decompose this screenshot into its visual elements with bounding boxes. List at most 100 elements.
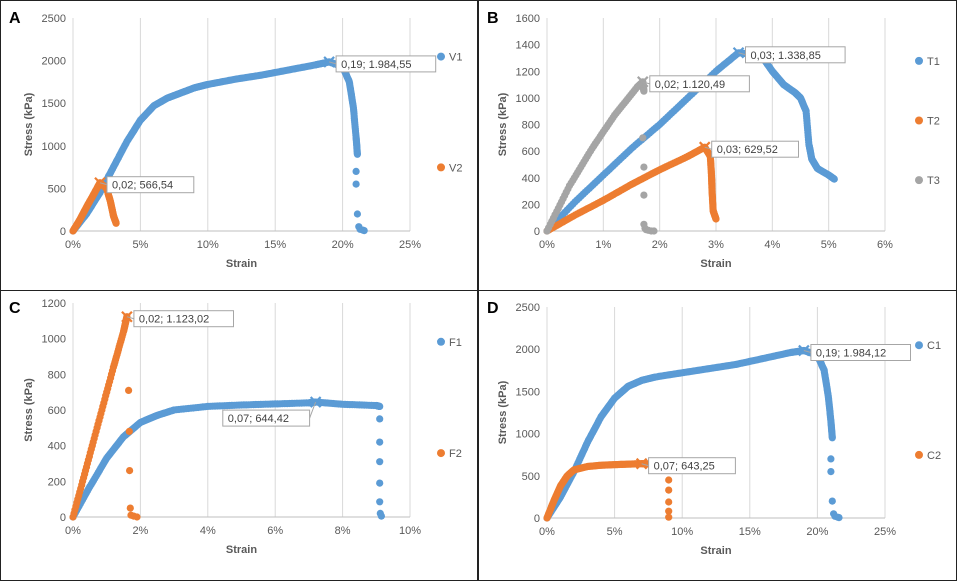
chart-a: A 0% 5% 10% 15% 20% 25% 0 500 1000 1500 2000 2500 Str… [9,10,462,270]
data-point [112,219,120,227]
chart-b: B 0% 1% 2% 3% 4% 5% 6% 0 200 400 600 800 1000 1200 1400… [487,10,940,270]
peak-marker [323,56,335,68]
data-point [640,163,648,171]
legend-label: F2 [449,448,462,460]
annotation-box [133,310,234,328]
x-axis-title: Strain [700,545,731,557]
y-tick-label: 1000 [516,93,540,105]
annotation-label: 0,19; 1.984,12 [816,348,886,360]
annotation-box [222,409,311,427]
x-tick-label: 3% [708,239,724,251]
panel-b: B 0% 1% 2% 3% 4% 5% 6% 0 200 400 600 800 1000 1200 1400… [478,0,957,291]
peak-marker [309,396,322,408]
y-tick-label: 1000 [42,141,66,153]
data-point [665,513,673,521]
y-axis-title: Stress (kPa) [23,92,35,156]
y-axis-title: Stress (kPa) [497,380,509,444]
annotation-leader [704,146,712,150]
data-point [665,507,673,515]
data-point [360,227,368,235]
chart-c: C 0% 2% 4% 6% 8% 10% 0 200 400 600 800 1000 1200 Strai… [9,298,462,556]
data-point [827,455,835,463]
annotation-label: 0,02; 566,54 [112,180,173,192]
data-point [665,486,673,494]
x-axis-title: Strain [226,544,257,556]
x-tick-label: 6% [267,525,283,537]
series-C1 [543,346,843,522]
y-tick-label: 600 [48,405,66,417]
series-F2 [69,313,141,521]
data-point [665,476,673,484]
data-point [665,498,673,506]
x-tick-label: 6% [877,239,893,251]
data-point [828,434,836,442]
y-tick-label: 2000 [516,344,540,356]
peak-marker [732,46,745,59]
x-tick-label: 25% [874,526,896,538]
x-tick-label: 4% [200,525,216,537]
panel-a: A 0% 5% 10% 15% 20% 25% 0 500 1000 1500 2000 2500 Str… [0,0,478,291]
x-tick-label: 5% [821,239,837,251]
x-tick-label: 5% [607,526,623,538]
annotation-box [745,46,846,64]
x-tick-label: 8% [335,525,351,537]
legend-label: F1 [449,337,462,349]
y-tick-label: 800 [522,120,540,132]
y-tick-label: 500 [48,183,66,195]
legend-marker [915,176,923,185]
annotation-box [106,176,195,194]
peak-marker [698,141,711,153]
data-point [376,458,384,466]
data-point [377,512,385,520]
x-tick-label: 5% [132,239,148,251]
annotation-box [711,140,799,158]
y-tick-label: 200 [48,476,66,488]
data-point [650,227,658,235]
legend-marker [437,52,445,61]
data-point [835,514,843,522]
annotation-label: 0,03; 1.338,85 [751,50,821,62]
y-axis-title: Stress (kPa) [497,92,509,156]
chart-d: D 0% 5% 10% 15% 20% 25% 0 500 1000 1500 2000 2500 Str… [487,300,941,557]
data-point [353,210,361,218]
data-point [639,134,647,142]
y-tick-label: 1200 [516,66,540,78]
annotation-box [649,75,750,93]
y-tick-label: 800 [48,369,66,381]
panel-label: B [487,10,499,27]
y-tick-label: 1600 [516,13,540,25]
x-tick-label: 0% [539,239,555,251]
legend-marker [915,341,923,350]
panel-label: C [9,300,21,317]
annotation-leader [803,350,812,354]
x-tick-label: 2% [652,239,668,251]
y-tick-label: 2500 [42,13,66,25]
y-tick-label: 1500 [42,98,66,110]
legend-marker [915,450,923,459]
annotation-leader [99,182,108,186]
data-point [376,479,384,487]
legend-marker [915,56,923,65]
panel-d: D 0% 5% 10% 15% 20% 25% 0 500 1000 1500 2000 2500 Str… [478,290,957,581]
data-point [126,467,134,475]
legend-marker [437,337,445,346]
annotation-label: 0,07; 644,42 [228,413,289,425]
annotation-label: 0,02; 1.120,49 [655,79,725,91]
data-point [125,427,133,435]
y-tick-label: 500 [522,471,540,483]
data-point [830,175,838,183]
x-axis-title: Strain [700,258,731,270]
y-tick-label: 400 [48,441,66,453]
annotation-label: 0,07; 643,25 [654,461,715,473]
legend-label: T3 [927,175,940,187]
y-tick-label: 0 [60,226,66,238]
annotation-leader [738,52,746,56]
data-point [352,167,360,175]
panel-label: D [487,300,499,317]
data-point [376,438,384,446]
y-tick-label: 0 [60,512,66,524]
x-tick-label: 15% [264,239,286,251]
x-tick-label: 25% [399,239,421,251]
data-point [376,415,384,423]
